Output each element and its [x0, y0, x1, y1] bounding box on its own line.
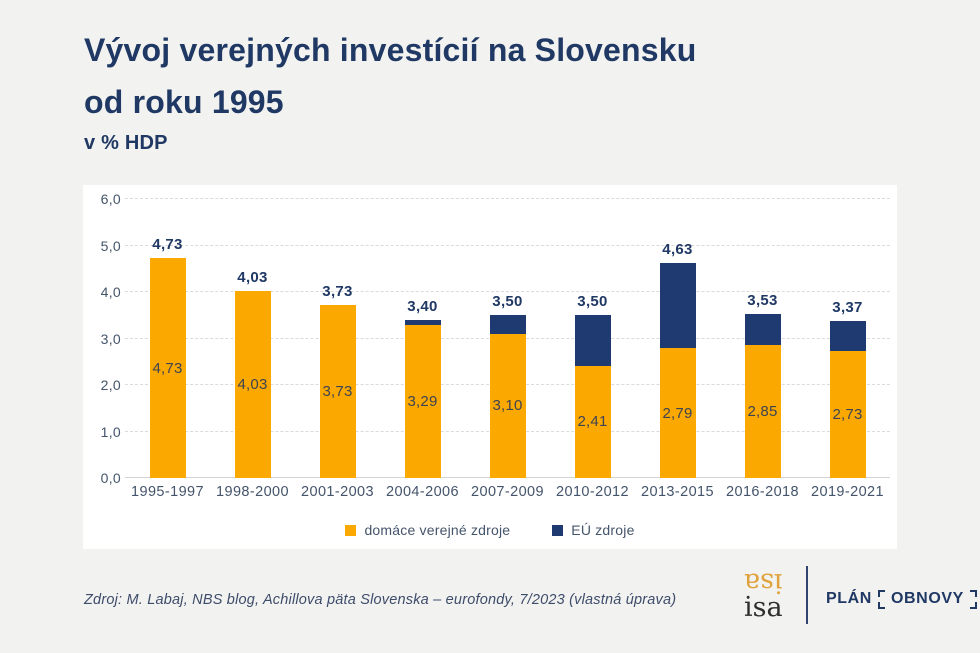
bar-group: 3,29 3,40 — [380, 199, 465, 478]
y-axis-label-4,0: 4,0 — [100, 284, 121, 300]
bar-group: 2,85 3,53 — [720, 199, 805, 478]
bar-stack: 2,79 — [659, 262, 696, 478]
bar-eu-segment — [659, 262, 696, 349]
bar-total-label: 4,63 — [662, 240, 693, 258]
bar-group: 3,73 3,73 — [295, 199, 380, 478]
y-axis-label-5,0: 5,0 — [100, 237, 121, 254]
bar-group: 2,41 3,50 — [550, 199, 635, 478]
bar-group: 3,10 3,50 — [465, 199, 550, 478]
bar-domestic-segment: 4,03 — [234, 290, 271, 478]
bar-stack: 3,29 — [404, 319, 441, 478]
gridline-6,0 — [125, 198, 890, 199]
chart-units-subtitle: v % HDP — [84, 132, 168, 154]
bar-stack: 3,73 — [319, 304, 356, 478]
legend: domáce verejné zdroje EÚ zdroje — [83, 522, 897, 538]
bar-domestic-segment: 2,85 — [744, 345, 781, 478]
legend-item-domestic: domáce verejné zdroje — [345, 522, 510, 538]
gridline-5,0 — [125, 244, 890, 246]
bar-total-label: 3,37 — [832, 299, 863, 317]
bar-group: 4,03 4,03 — [210, 199, 295, 478]
legend-item-eu: EÚ zdroje — [552, 522, 634, 538]
y-axis: 0,0 1,0 2,0 3,0 4,0 5,0 6,0 — [87, 191, 121, 486]
bar-domestic-value-label: 2,79 — [662, 404, 693, 422]
bar-stack: 2,73 — [829, 321, 866, 478]
plot-area: 4,73 4,73 4,03 4,03 3,73 3,73 3,29 3,40 3,10 3,50… — [125, 198, 890, 478]
x-axis-label: 2001-2003 — [301, 484, 374, 500]
x-axis-label: 2016-2018 — [726, 484, 799, 500]
bar-group: 2,79 4,63 — [635, 199, 720, 478]
plan-logo-word-obnovy: OBNOVY — [890, 590, 964, 607]
bar-eu-segment — [489, 315, 526, 334]
bar-domestic-value-label: 2,41 — [577, 413, 608, 431]
gridline-4,0 — [125, 291, 890, 292]
bar-stack: 2,85 — [744, 313, 781, 478]
bar-group: 2,73 3,37 — [805, 199, 890, 478]
bar-total-label: 3,40 — [407, 297, 438, 315]
bar-stack: 4,73 — [149, 258, 186, 478]
bar-stack: 3,10 — [489, 315, 526, 478]
plan-obnovy-logo: PLÁN OBNOVY — [826, 587, 977, 611]
bar-stack: 2,41 — [574, 315, 611, 478]
bar-eu-segment — [404, 319, 441, 326]
bar-domestic-segment: 2,73 — [829, 351, 866, 478]
logo-divider — [806, 566, 808, 624]
y-axis-label-1,0: 1,0 — [100, 423, 121, 440]
y-axis-label-3,0: 3,0 — [100, 330, 121, 347]
bar-eu-segment — [829, 321, 866, 352]
y-axis-label-2,0: 2,0 — [100, 377, 121, 393]
bar-eu-segment — [744, 313, 781, 346]
x-axis-label: 2019-2021 — [811, 484, 884, 500]
legend-label-eu: EÚ zdroje — [571, 522, 635, 538]
bar-domestic-value-label: 3,73 — [322, 382, 353, 400]
bar-total-label: 4,03 — [237, 268, 268, 286]
isa-logo-mirrored-text: isa — [744, 567, 783, 598]
bar-domestic-value-label: 2,73 — [832, 406, 863, 424]
bar-total-label: 4,73 — [152, 236, 183, 254]
bar-domestic-segment: 2,41 — [574, 365, 611, 478]
x-axis-label: 1998-2000 — [216, 484, 289, 500]
bar-total-label: 3,73 — [322, 282, 353, 300]
legend-label-domestic: domáce verejné zdroje — [364, 522, 511, 538]
page-title-line-1: Vývoj verejných investícií na Slovensku — [84, 32, 697, 68]
x-axis-label: 2013-2015 — [641, 484, 714, 500]
y-axis-label-0,0: 0,0 — [100, 470, 121, 486]
bar-domestic-value-label: 4,73 — [152, 359, 183, 377]
bar-domestic-segment: 4,73 — [149, 258, 186, 478]
bar-group: 4,73 4,73 — [125, 199, 210, 478]
legend-swatch-eu — [552, 524, 564, 536]
isa-logo: isa isa — [744, 567, 783, 623]
chart-card: 0,0 1,0 2,0 3,0 4,0 5,0 6,0 4,73 4,73 4,03 4,03 3,… — [83, 185, 897, 549]
bar-stack: 4,03 — [234, 290, 271, 478]
x-axis: 1995-1997 1998-2000 2001-2003 2004-2006 2007… — [125, 484, 890, 504]
bar-domestic-value-label: 4,03 — [237, 375, 268, 393]
bar-total-label: 3,50 — [577, 293, 608, 311]
bar-domestic-segment: 2,79 — [659, 348, 696, 478]
bar-domestic-value-label: 3,29 — [407, 393, 438, 410]
bar-domestic-segment: 3,10 — [489, 333, 526, 478]
bar-total-label: 3,50 — [492, 293, 523, 311]
bar-total-label: 3,53 — [747, 291, 778, 309]
header: Vývoj verejných investícií na Slovensku … — [84, 24, 697, 155]
isa-logo-text: isa — [744, 592, 783, 623]
bar-domestic-segment: 3,29 — [404, 325, 441, 478]
left-bracket-icon — [877, 589, 885, 609]
x-axis-label: 2004-2006 — [386, 484, 459, 500]
bar-domestic-segment: 3,73 — [319, 304, 356, 478]
bar-domestic-value-label: 2,85 — [747, 403, 778, 421]
legend-swatch-domestic — [345, 524, 357, 536]
page-title-line-2: od roku 1995 — [84, 84, 284, 120]
plan-logo-word-plan: PLÁN — [826, 590, 872, 607]
bar-domestic-value-label: 3,10 — [492, 397, 523, 415]
y-axis-label-6,0: 6,0 — [100, 191, 121, 207]
source-citation: Zdroj: M. Labaj, NBS blog, Achillova pät… — [84, 592, 677, 608]
x-axis-label: 2010-2012 — [556, 484, 629, 500]
bar-eu-segment — [574, 315, 611, 366]
x-axis-label: 2007-2009 — [471, 484, 544, 500]
x-axis-label: 1995-1997 — [131, 484, 204, 500]
right-bracket-icon — [969, 589, 977, 609]
